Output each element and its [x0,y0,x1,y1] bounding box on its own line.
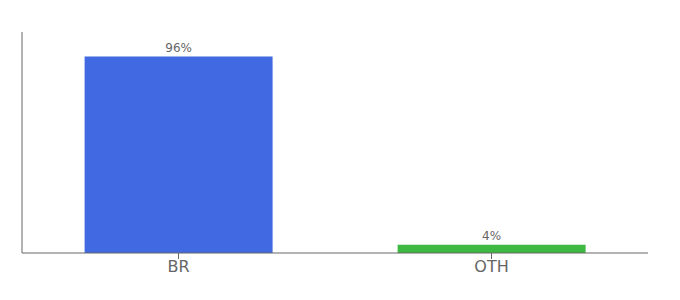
svg-text:4%: 4% [482,229,501,243]
svg-text:96%: 96% [165,41,192,55]
svg-text:OTH: OTH [474,257,508,276]
svg-text:BR: BR [167,257,189,276]
